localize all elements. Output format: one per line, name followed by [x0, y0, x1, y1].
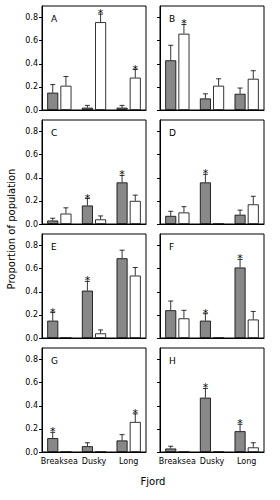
- svg-text:0.0: 0.0: [25, 220, 38, 229]
- svg-text:F: F: [169, 242, 174, 252]
- svg-text:Dusky: Dusky: [82, 457, 107, 466]
- svg-text:*: *: [133, 63, 139, 76]
- svg-text:*: *: [85, 192, 91, 205]
- svg-text:0.0: 0.0: [25, 106, 38, 115]
- svg-text:0.2: 0.2: [25, 424, 38, 433]
- svg-text:0.8: 0.8: [25, 13, 38, 22]
- svg-text:0.4: 0.4: [25, 173, 38, 182]
- svg-text:0.2: 0.2: [25, 82, 38, 91]
- svg-text:H: H: [169, 356, 176, 366]
- svg-text:Proportion of population: Proportion of population: [6, 169, 17, 290]
- svg-text:0.4: 0.4: [25, 59, 38, 68]
- svg-text:*: *: [119, 168, 125, 181]
- svg-text:0.4: 0.4: [25, 287, 38, 296]
- svg-text:*: *: [203, 381, 209, 394]
- svg-text:C: C: [51, 128, 57, 138]
- svg-text:D: D: [169, 128, 176, 138]
- svg-text:0.8: 0.8: [25, 127, 38, 136]
- svg-text:0.8: 0.8: [25, 355, 38, 364]
- svg-text:Long: Long: [119, 457, 138, 466]
- svg-text:*: *: [203, 307, 209, 320]
- svg-text:Breaksea: Breaksea: [41, 457, 78, 466]
- svg-text:G: G: [51, 356, 58, 366]
- svg-text:*: *: [50, 306, 56, 319]
- svg-text:0.6: 0.6: [25, 36, 38, 45]
- svg-text:E: E: [51, 242, 57, 252]
- svg-text:*: *: [133, 407, 139, 420]
- svg-text:Long: Long: [237, 457, 256, 466]
- svg-text:0.6: 0.6: [25, 264, 38, 273]
- svg-text:Breaksea: Breaksea: [159, 457, 196, 466]
- svg-text:*: *: [50, 425, 56, 438]
- svg-text:0.0: 0.0: [25, 334, 38, 343]
- svg-text:0.2: 0.2: [25, 196, 38, 205]
- svg-text:B: B: [169, 14, 175, 24]
- svg-text:*: *: [237, 252, 243, 265]
- svg-text:0.6: 0.6: [25, 150, 38, 159]
- svg-text:0.4: 0.4: [25, 401, 38, 410]
- svg-text:0.6: 0.6: [25, 378, 38, 387]
- svg-text:0.0: 0.0: [25, 448, 38, 457]
- svg-text:*: *: [181, 17, 187, 30]
- svg-text:*: *: [85, 274, 91, 287]
- svg-text:Dusky: Dusky: [200, 457, 225, 466]
- svg-text:*: *: [98, 7, 104, 20]
- svg-text:A: A: [51, 14, 58, 24]
- svg-text:0.8: 0.8: [25, 241, 38, 250]
- svg-text:0.2: 0.2: [25, 310, 38, 319]
- svg-text:Fjord: Fjord: [141, 476, 166, 487]
- svg-text:*: *: [203, 167, 209, 180]
- svg-text:*: *: [237, 417, 243, 430]
